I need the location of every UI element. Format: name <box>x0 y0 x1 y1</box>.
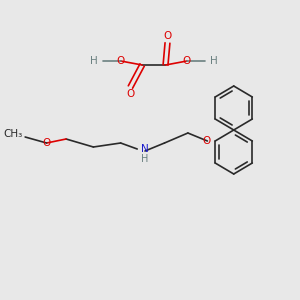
Text: N: N <box>141 144 149 154</box>
Text: H: H <box>141 154 149 164</box>
Text: O: O <box>117 56 125 66</box>
Text: O: O <box>164 31 172 41</box>
Text: O: O <box>43 138 51 148</box>
Text: O: O <box>202 136 210 146</box>
Text: CH₃: CH₃ <box>3 129 22 139</box>
Text: O: O <box>183 56 191 66</box>
Text: H: H <box>90 56 97 66</box>
Text: O: O <box>126 89 135 99</box>
Text: H: H <box>210 56 218 66</box>
